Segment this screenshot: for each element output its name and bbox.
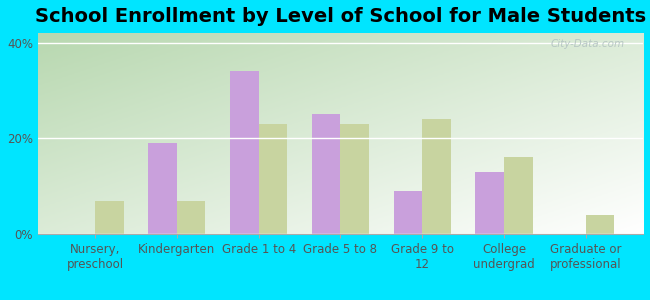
Text: City-Data.com: City-Data.com xyxy=(551,39,625,49)
Bar xyxy=(475,172,504,234)
Title: School Enrollment by Level of School for Male Students: School Enrollment by Level of School for… xyxy=(35,7,646,26)
Bar xyxy=(312,114,341,234)
Bar xyxy=(95,200,124,234)
Bar xyxy=(230,71,259,234)
Bar xyxy=(394,191,422,234)
Bar xyxy=(504,158,532,234)
Bar xyxy=(341,124,369,234)
Bar xyxy=(177,200,205,234)
Bar xyxy=(422,119,451,234)
Bar xyxy=(259,124,287,234)
Bar xyxy=(586,215,614,234)
Bar xyxy=(148,143,177,234)
